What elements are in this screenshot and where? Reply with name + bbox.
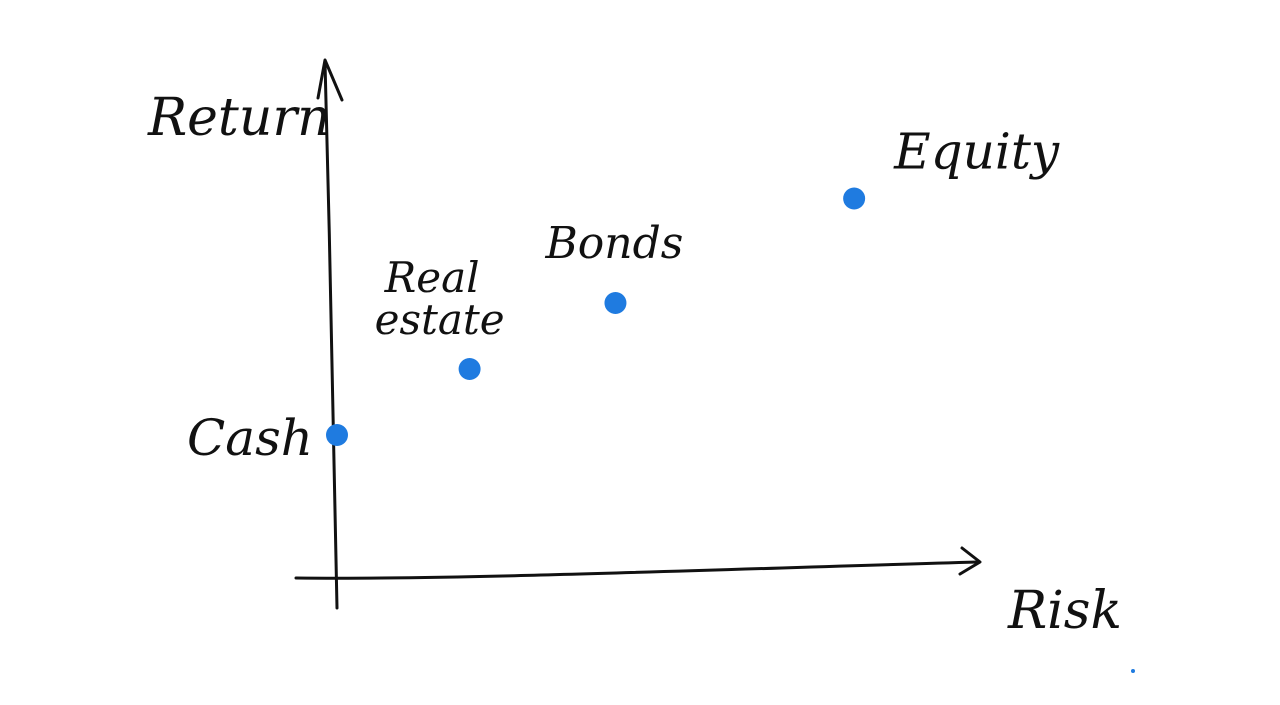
data-point [326, 424, 348, 446]
point-label-line: Real [384, 253, 480, 302]
points-layer: Cash Real estate Bonds Equity [187, 123, 1060, 468]
x-axis-line [294, 560, 980, 580]
point-label: Equity [893, 123, 1060, 181]
x-axis-arrowhead [958, 546, 982, 576]
y-axis-line [323, 60, 339, 610]
y-axis-arrowhead [316, 58, 344, 102]
point-label-line: Equity [893, 123, 1060, 181]
point-label: Bonds [544, 218, 683, 269]
point-label: Cash [187, 409, 313, 467]
point-label-line: estate [375, 295, 505, 344]
x-axis-title: Risk [1007, 581, 1122, 641]
point-label: Real estate [375, 253, 505, 344]
data-point [843, 187, 866, 210]
stray-ink-dot [1131, 669, 1135, 673]
data-point [604, 292, 627, 314]
y-axis-title: Return [147, 88, 331, 148]
point-label-line: Cash [187, 409, 313, 467]
point-label-line: Bonds [544, 218, 683, 269]
data-point [458, 358, 481, 380]
